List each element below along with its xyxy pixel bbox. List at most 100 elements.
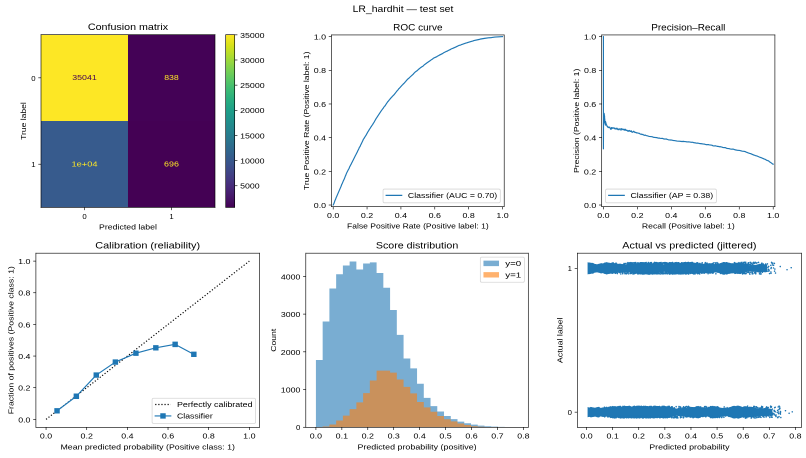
svg-text:0.4: 0.4 <box>314 134 327 143</box>
svg-text:0.2: 0.2 <box>314 167 326 176</box>
svg-text:Actual vs predicted (jittered): Actual vs predicted (jittered) <box>622 241 756 251</box>
svg-text:Precision–Recall: Precision–Recall <box>651 22 725 32</box>
svg-text:30000: 30000 <box>240 56 265 65</box>
svg-text:0.2: 0.2 <box>18 384 30 393</box>
svg-text:y=0: y=0 <box>505 259 522 268</box>
svg-text:Mean predicted probability (Po: Mean predicted probability (Positive cla… <box>60 442 235 451</box>
svg-text:0.6: 0.6 <box>584 100 596 109</box>
svg-text:0.1: 0.1 <box>336 432 348 441</box>
svg-text:Classifier (AP = 0.38): Classifier (AP = 0.38) <box>630 191 713 200</box>
svg-text:10000: 10000 <box>240 157 265 166</box>
svg-text:0.4: 0.4 <box>584 134 597 143</box>
svg-text:Score distribution: Score distribution <box>376 241 458 251</box>
svg-text:Precision (Positive label: 1): Precision (Positive label: 1) <box>572 68 581 173</box>
svg-text:Classifier (AUC = 0.70): Classifier (AUC = 0.70) <box>408 191 498 200</box>
svg-text:15000: 15000 <box>240 131 265 140</box>
svg-text:0.2: 0.2 <box>362 432 374 441</box>
svg-text:0.3: 0.3 <box>388 432 400 441</box>
svg-text:0.6: 0.6 <box>465 432 477 441</box>
svg-text:0.0: 0.0 <box>584 201 597 210</box>
svg-text:0.2: 0.2 <box>361 211 373 220</box>
svg-text:0.8: 0.8 <box>314 66 326 75</box>
svg-text:0.6: 0.6 <box>699 211 711 220</box>
svg-text:0.0: 0.0 <box>310 432 323 441</box>
svg-text:0.2: 0.2 <box>633 432 645 441</box>
svg-text:5000: 5000 <box>240 182 260 191</box>
svg-text:838: 838 <box>164 73 179 82</box>
svg-text:Fraction of positives (Positiv: Fraction of positives (Positive class: 1… <box>6 266 15 415</box>
svg-text:0.0: 0.0 <box>314 201 327 210</box>
svg-text:Predicted probability (positiv: Predicted probability (positive) <box>357 442 477 451</box>
svg-text:0.0: 0.0 <box>597 211 610 220</box>
svg-text:LR_hardhit — test set: LR_hardhit — test set <box>353 4 454 14</box>
svg-text:0.0: 0.0 <box>18 415 31 424</box>
svg-text:0: 0 <box>568 408 573 417</box>
svg-text:Confusion matrix: Confusion matrix <box>88 22 169 32</box>
svg-text:25000: 25000 <box>240 81 265 90</box>
svg-text:1e+04: 1e+04 <box>72 159 99 168</box>
svg-text:1000: 1000 <box>281 386 301 395</box>
svg-text:0.4: 0.4 <box>395 211 408 220</box>
svg-text:Calibration (reliability): Calibration (reliability) <box>95 241 200 251</box>
svg-text:0.6: 0.6 <box>737 432 749 441</box>
svg-text:1.0: 1.0 <box>584 33 597 42</box>
svg-text:0.6: 0.6 <box>162 432 174 441</box>
svg-text:1.0: 1.0 <box>314 33 327 42</box>
svg-text:0.2: 0.2 <box>81 432 93 441</box>
svg-text:Count: Count <box>269 328 278 352</box>
svg-text:y=1: y=1 <box>505 271 521 280</box>
svg-text:Predicted probability: Predicted probability <box>649 442 729 451</box>
svg-text:0.8: 0.8 <box>463 211 475 220</box>
svg-text:Perfectly calibrated: Perfectly calibrated <box>177 400 253 409</box>
svg-text:20000: 20000 <box>240 106 265 115</box>
svg-text:0.6: 0.6 <box>429 211 441 220</box>
svg-text:0: 0 <box>31 74 36 83</box>
svg-text:696: 696 <box>164 159 179 168</box>
svg-text:0.4: 0.4 <box>414 432 427 441</box>
svg-text:True label: True label <box>19 102 28 140</box>
svg-text:ROC curve: ROC curve <box>393 22 442 32</box>
svg-text:Actual label: Actual label <box>555 317 564 363</box>
svg-text:0.8: 0.8 <box>203 432 215 441</box>
svg-text:2000: 2000 <box>281 348 301 357</box>
svg-text:0: 0 <box>82 212 87 221</box>
svg-text:1.0: 1.0 <box>767 211 780 220</box>
svg-text:0.8: 0.8 <box>733 211 745 220</box>
svg-text:1: 1 <box>568 264 572 273</box>
svg-text:1: 1 <box>31 160 35 169</box>
svg-text:True Positive Rate (Positive l: True Positive Rate (Positive label: 1) <box>302 51 311 190</box>
svg-text:0.8: 0.8 <box>789 432 801 441</box>
svg-text:0.4: 0.4 <box>121 432 134 441</box>
svg-text:0.6: 0.6 <box>314 100 326 109</box>
svg-text:1: 1 <box>169 212 173 221</box>
svg-text:0.4: 0.4 <box>685 432 698 441</box>
svg-text:0.7: 0.7 <box>763 432 775 441</box>
svg-text:0.5: 0.5 <box>439 432 451 441</box>
svg-text:0: 0 <box>296 423 301 432</box>
svg-text:0.0: 0.0 <box>327 211 340 220</box>
svg-text:0.8: 0.8 <box>18 289 30 298</box>
svg-text:0.6: 0.6 <box>18 320 30 329</box>
svg-text:0.0: 0.0 <box>40 432 53 441</box>
svg-text:0.2: 0.2 <box>631 211 643 220</box>
svg-text:1.0: 1.0 <box>243 432 256 441</box>
svg-text:4000: 4000 <box>281 272 301 281</box>
svg-text:Predicted label: Predicted label <box>99 222 157 231</box>
svg-text:Recall (Positive label: 1): Recall (Positive label: 1) <box>642 222 735 231</box>
svg-text:1.0: 1.0 <box>18 257 31 266</box>
svg-text:0.4: 0.4 <box>18 352 31 361</box>
svg-text:0.4: 0.4 <box>665 211 678 220</box>
svg-text:False Positive Rate (Positive: False Positive Rate (Positive label: 1) <box>347 222 489 231</box>
svg-text:0.3: 0.3 <box>659 432 671 441</box>
svg-text:3000: 3000 <box>281 310 301 319</box>
svg-text:0.8: 0.8 <box>584 66 596 75</box>
svg-text:0.7: 0.7 <box>491 432 503 441</box>
svg-text:0.1: 0.1 <box>606 432 618 441</box>
svg-text:35041: 35041 <box>72 73 96 82</box>
svg-text:35000: 35000 <box>240 31 265 40</box>
svg-text:1.0: 1.0 <box>496 211 509 220</box>
svg-text:0.2: 0.2 <box>584 167 596 176</box>
svg-text:Classifier: Classifier <box>177 412 213 421</box>
svg-text:0.8: 0.8 <box>517 432 529 441</box>
svg-text:0.0: 0.0 <box>580 432 593 441</box>
